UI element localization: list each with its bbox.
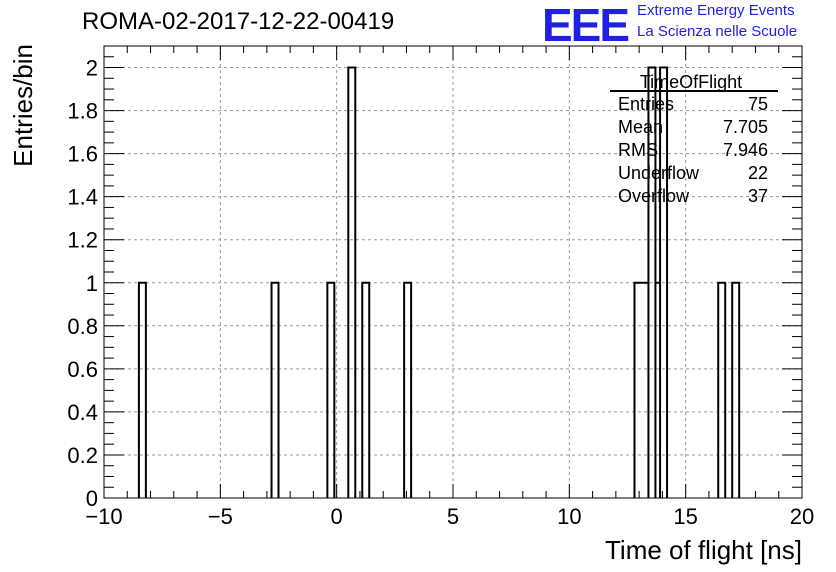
y-tick-label: 0.4 (67, 400, 98, 425)
y-tick-label: 0.8 (67, 314, 98, 339)
y-tick-label: 1.8 (67, 99, 98, 124)
stats-row-value: 22 (748, 163, 768, 183)
y-axis-label: Entries/bin (8, 44, 38, 167)
x-axis-label: Time of flight [ns] (605, 535, 802, 565)
y-tick-label: 0.6 (67, 357, 98, 382)
logo-line-1: Extreme Energy Events (637, 2, 795, 19)
stats-row-value: 75 (748, 94, 768, 114)
histogram-bin (327, 283, 334, 498)
chart-title: ROMA-02-2017-12-22-00419 (82, 8, 395, 35)
histogram-bin (404, 283, 411, 498)
y-tick-label: 0 (86, 486, 98, 511)
x-tick-label: 0 (331, 504, 343, 529)
y-tick-label: 0.2 (67, 443, 98, 468)
stats-row-label: Overflow (618, 186, 690, 206)
stats-row-label: Underflow (618, 163, 700, 183)
stats-row-value: 7.705 (723, 117, 768, 137)
y-tick-label: 1.6 (67, 142, 98, 167)
y-tick-label: 1.4 (67, 185, 98, 210)
stats-row-label: RMS (618, 140, 658, 160)
logo-line-2: La Scienza nelle Scuole (637, 23, 798, 40)
stats-row-value: 37 (748, 186, 768, 206)
y-tick-label: 1.2 (67, 228, 98, 253)
x-tick-label: −5 (208, 504, 233, 529)
x-tick-label: 20 (790, 504, 814, 529)
y-tick-label: 1 (86, 271, 98, 296)
eee-logo: EEE (542, 0, 630, 51)
histogram-bin (732, 283, 739, 498)
stats-box-title: TimeOfFlight (640, 72, 742, 92)
histogram-bin (362, 283, 369, 498)
histogram-bin (272, 283, 279, 498)
x-tick-label: 15 (673, 504, 697, 529)
x-tick-label: −10 (85, 504, 122, 529)
x-tick-label: 10 (557, 504, 581, 529)
stats-row-label: Mean (618, 117, 663, 137)
histogram-bin (718, 283, 725, 498)
y-tick-label: 2 (86, 56, 98, 81)
stats-row-value: 7.946 (723, 140, 768, 160)
histogram-bin (634, 283, 648, 498)
stats-row-label: Entries (618, 94, 674, 114)
histogram-bin (139, 283, 146, 498)
x-tick-label: 5 (447, 504, 459, 529)
histogram-outline (137, 66, 741, 498)
